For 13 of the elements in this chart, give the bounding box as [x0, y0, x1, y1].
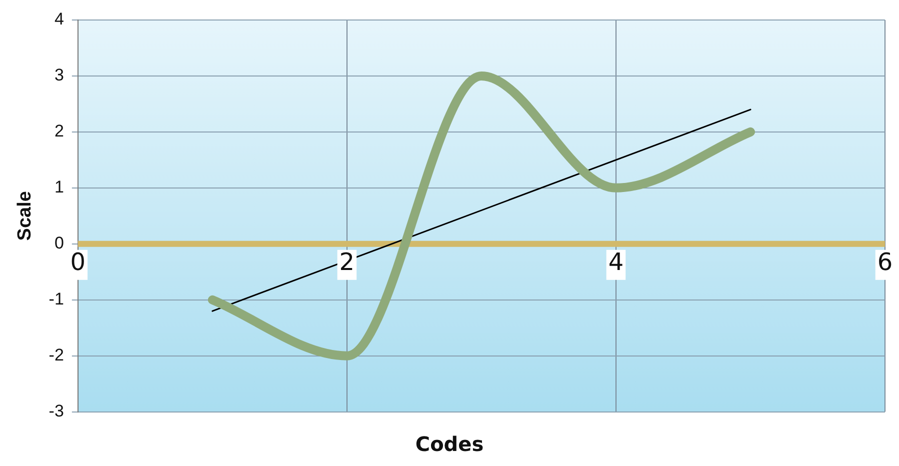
x-axis-title: Codes — [414, 432, 485, 456]
y-tick-label: 4 — [54, 10, 64, 29]
y-axis-title: Scale — [14, 191, 36, 241]
y-tick-label: -2 — [48, 346, 64, 365]
y-tick-label: 3 — [54, 66, 64, 85]
y-tick-label: 1 — [54, 178, 64, 197]
x-tick-label: 2 — [339, 248, 355, 276]
y-tick-label: -3 — [48, 401, 64, 420]
y-tick-label: 2 — [54, 122, 64, 141]
y-tick-label: 0 — [54, 234, 64, 253]
x-tick-label: 4 — [608, 248, 624, 276]
x-tick-label: 6 — [877, 248, 893, 276]
y-tick-label: -1 — [48, 290, 64, 309]
